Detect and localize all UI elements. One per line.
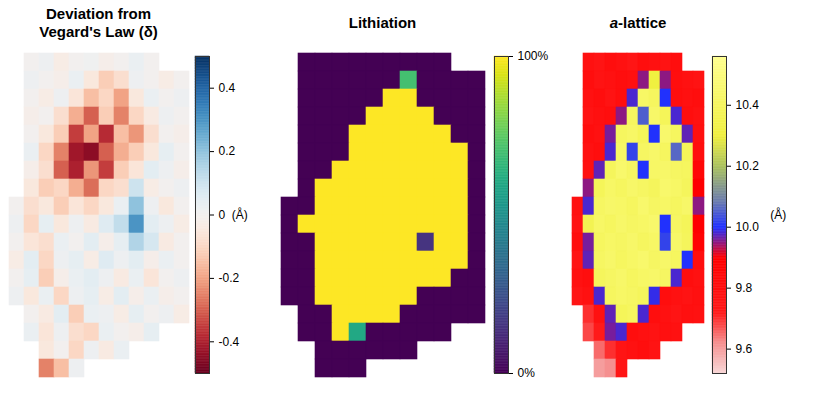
html-text:Lithiation: Lithiation (348, 14, 417, 31)
svg-text:10.2: 10.2 (736, 159, 760, 173)
svg-text:9.8: 9.8 (736, 281, 753, 295)
svg-text:10.0: 10.0 (736, 220, 760, 234)
svg-text:0.4: 0.4 (219, 81, 236, 95)
svg-text:0.2: 0.2 (219, 144, 236, 158)
svg-text:(Å): (Å) (232, 207, 248, 222)
svg-text:10.4: 10.4 (736, 98, 760, 112)
svg-text:0%: 0% (518, 366, 536, 380)
svg-text:-0.4: -0.4 (219, 335, 240, 349)
svg-text:9.6: 9.6 (736, 342, 753, 356)
svg-text:-0.2: -0.2 (219, 271, 240, 285)
svg-text:0: 0 (219, 208, 226, 222)
svg-text:(Å): (Å) (770, 207, 786, 222)
svg-text:100%: 100% (518, 49, 549, 63)
html-text:a -lattice: a -lattice (609, 14, 667, 31)
html-text:Deviation from Vegard's Law (δ: Deviation from Vegard's Law (δ) (39, 5, 158, 40)
